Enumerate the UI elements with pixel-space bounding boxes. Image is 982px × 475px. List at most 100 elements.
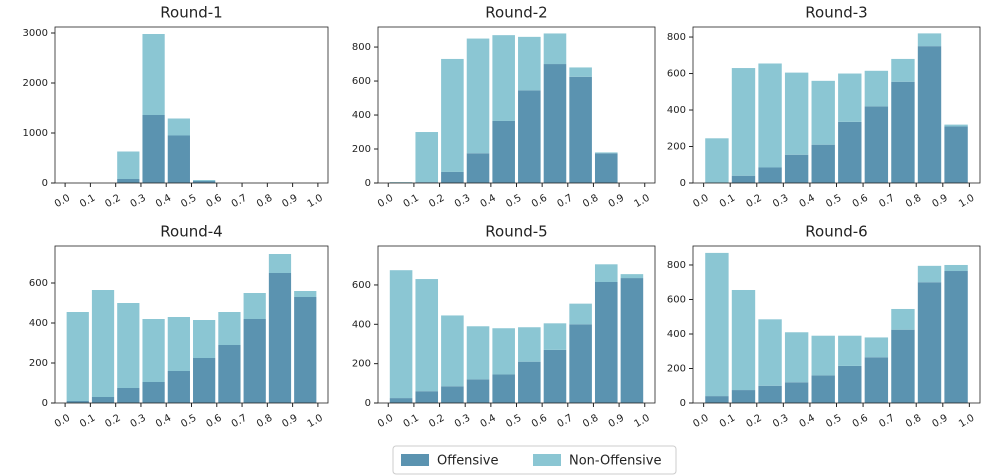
x-tick-label: 0.7 — [556, 413, 575, 430]
x-tick-label: 0.1 — [402, 193, 421, 210]
x-tick-label: 0.6 — [851, 193, 870, 210]
x-tick-label: 0.1 — [718, 193, 737, 210]
bar — [620, 274, 644, 279]
bar — [594, 152, 618, 154]
x-tick-label: 0.2 — [427, 413, 446, 430]
bar — [891, 308, 915, 330]
x-tick-label: 0.9 — [931, 413, 950, 430]
bar — [243, 293, 266, 319]
plot-frame — [54, 26, 329, 184]
y-tick-label: 400 — [29, 318, 48, 329]
bar — [944, 124, 968, 127]
bar — [864, 106, 889, 183]
x-tick-label: 0.8 — [255, 413, 274, 430]
chart-title: Round-3 — [805, 4, 867, 22]
x-tick-label: 0.1 — [78, 413, 97, 430]
bar — [466, 153, 490, 183]
bar — [569, 324, 592, 403]
bar — [441, 171, 464, 183]
x-tick-label: 0.9 — [607, 193, 626, 210]
x-tick-label: 1.0 — [306, 193, 325, 210]
x-tick-label: 0.8 — [904, 413, 923, 430]
bar — [91, 397, 115, 403]
bar — [917, 265, 942, 283]
bar — [543, 64, 567, 183]
bar — [441, 386, 464, 403]
bar — [91, 290, 115, 397]
bar — [784, 72, 809, 155]
y-tick-label: 800 — [667, 260, 686, 271]
x-tick-label: 0.3 — [771, 193, 790, 210]
bar — [466, 379, 490, 403]
x-tick-label: 0.1 — [402, 413, 421, 430]
y-tick-label: 600 — [29, 278, 48, 289]
x-tick-label: 0.2 — [745, 193, 764, 210]
x-tick-label: 0.0 — [691, 413, 710, 430]
bar — [389, 182, 413, 183]
x-tick-label: 0.5 — [179, 413, 198, 430]
bar — [142, 34, 165, 115]
legend-swatch — [401, 454, 429, 466]
x-tick-label: 0.3 — [129, 413, 148, 430]
bar — [142, 115, 165, 183]
y-tick-label: 0 — [680, 398, 686, 409]
y-tick-label: 0 — [365, 178, 371, 189]
bar — [864, 70, 889, 107]
legend-swatch — [533, 454, 561, 466]
x-tick-label: 0.2 — [103, 413, 122, 430]
bar — [167, 135, 190, 183]
bar — [569, 67, 592, 77]
x-tick-label: 0.5 — [504, 413, 523, 430]
bar — [193, 181, 216, 183]
x-tick-label: 0.8 — [581, 413, 600, 430]
y-tick-label: 600 — [667, 294, 686, 305]
bar — [294, 297, 317, 403]
x-tick-label: 0.0 — [376, 413, 395, 430]
x-tick-label: 0.2 — [103, 193, 122, 210]
x-tick-label: 0.4 — [798, 193, 817, 210]
bar — [705, 138, 729, 183]
bar — [193, 180, 216, 181]
x-tick-label: 0.0 — [53, 193, 72, 210]
x-tick-label: 0.0 — [53, 413, 72, 430]
bar — [518, 327, 541, 362]
x-tick-label: 0.8 — [255, 193, 274, 210]
bar — [518, 36, 541, 91]
x-tick-label: 0.2 — [427, 193, 446, 210]
y-tick-label: 1000 — [23, 128, 48, 139]
bar — [811, 144, 835, 183]
bar — [117, 151, 140, 179]
bar — [167, 118, 190, 136]
bar — [731, 175, 756, 183]
x-tick-label: 0.8 — [904, 193, 923, 210]
bar — [117, 303, 140, 388]
bar — [864, 337, 889, 358]
x-tick-label: 1.0 — [632, 413, 651, 430]
legend-label: Offensive — [437, 454, 499, 469]
bar — [492, 120, 515, 183]
bar — [891, 81, 915, 183]
x-tick-label: 1.0 — [957, 413, 976, 430]
bar — [594, 282, 618, 403]
bar — [142, 382, 165, 403]
x-tick-label: 0.3 — [453, 413, 472, 430]
bar — [891, 58, 915, 82]
x-tick-label: 0.6 — [205, 193, 224, 210]
x-tick-label: 0.4 — [479, 193, 498, 210]
chart-title: Round-4 — [160, 223, 222, 241]
bar — [243, 319, 266, 403]
chart-title: Round-6 — [805, 223, 867, 241]
bar — [543, 33, 567, 65]
x-tick-label: 0.3 — [129, 193, 148, 210]
bar — [731, 289, 756, 391]
y-tick-label: 200 — [29, 358, 48, 369]
bar — [492, 374, 515, 403]
bar — [142, 319, 165, 382]
x-tick-label: 0.8 — [581, 193, 600, 210]
bar — [518, 361, 541, 403]
bar — [492, 35, 515, 121]
bar — [944, 264, 968, 272]
chart-title: Round-2 — [485, 4, 547, 22]
y-tick-label: 0 — [365, 398, 371, 409]
bar — [811, 335, 835, 376]
